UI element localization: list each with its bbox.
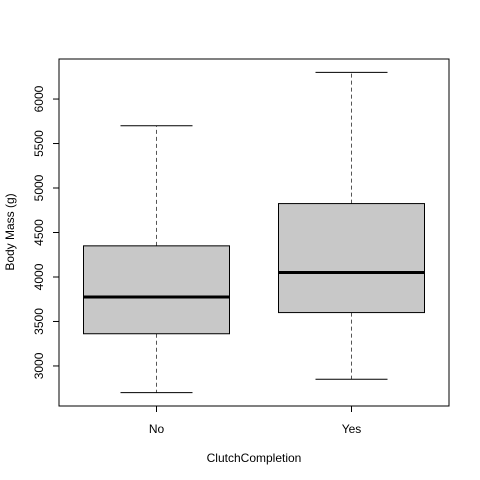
y-axis-label: Body Mass (g) — [3, 193, 17, 270]
x-axis-label: ClutchCompletion — [207, 451, 302, 465]
interquartile-box — [278, 203, 425, 314]
y-tick-label: 3000 — [32, 352, 46, 379]
box-no — [83, 125, 230, 394]
x-axis: No Yes — [149, 406, 361, 436]
x-tick-label: Yes — [342, 422, 362, 436]
y-tick-label: 5000 — [32, 174, 46, 201]
y-tick-label: 4000 — [32, 263, 46, 290]
box-yes — [278, 71, 425, 380]
plot-area — [58, 58, 450, 407]
y-tick-label: 3500 — [32, 308, 46, 335]
y-tick-label: 6000 — [32, 85, 46, 112]
interquartile-box — [83, 245, 230, 335]
y-tick-label: 5500 — [32, 130, 46, 157]
x-tick-label: No — [149, 422, 165, 436]
y-tick-label: 4500 — [32, 219, 46, 246]
y-axis: 3000 3500 4000 4500 5000 5500 6000 — [32, 85, 60, 379]
